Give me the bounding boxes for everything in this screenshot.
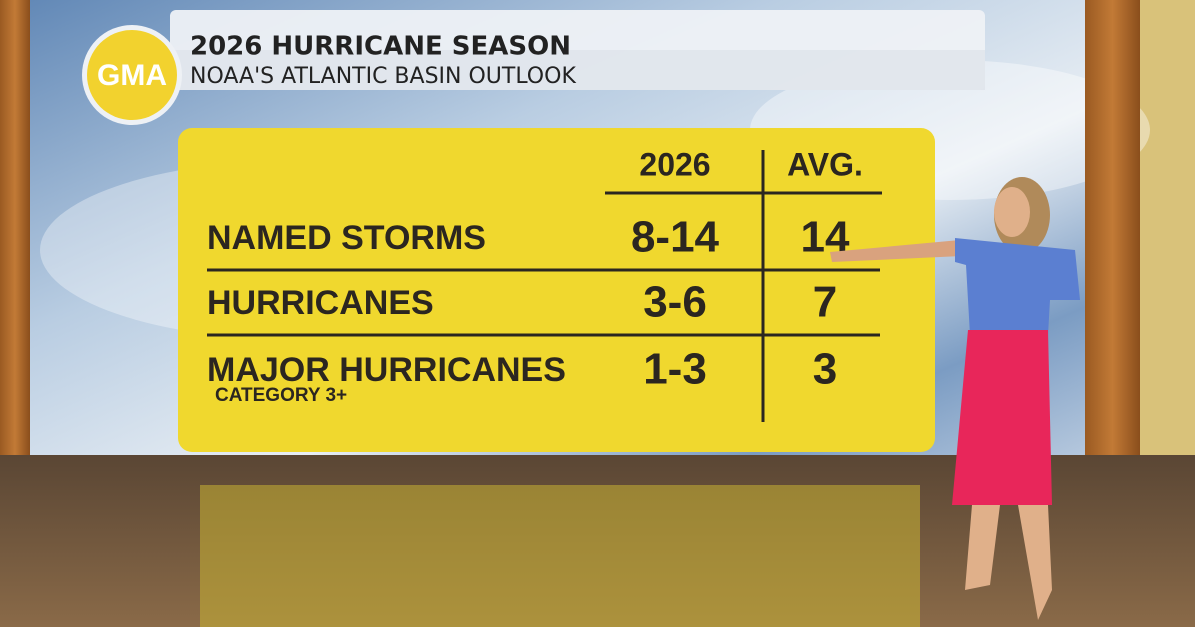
presenter	[830, 177, 1080, 620]
column-header: 2026	[639, 146, 710, 182]
logo-text: GMA	[97, 59, 167, 92]
row-label: HURRICANES	[207, 284, 434, 322]
row-label: MAJOR HURRICANES	[207, 351, 566, 389]
cell-value: 8-14	[631, 213, 720, 262]
row-note: CATEGORY 3+	[215, 385, 347, 406]
wood-pillar	[1085, 0, 1140, 500]
legs	[965, 505, 1052, 620]
face	[994, 187, 1030, 237]
top	[955, 238, 1080, 335]
logo	[87, 30, 177, 120]
shelves	[1140, 0, 1195, 480]
cell-value: 1-3	[643, 345, 707, 394]
column-header: AVG.	[787, 146, 863, 182]
cell-value: 3	[813, 345, 837, 394]
skirt	[952, 330, 1052, 505]
reflection	[200, 485, 920, 627]
arm	[830, 240, 962, 262]
table-panel	[178, 128, 935, 452]
title: 2026 HURRICANE SEASON	[190, 32, 571, 62]
wood-pillar	[0, 0, 30, 455]
row-label: NAMED STORMS	[207, 219, 486, 257]
subtitle: NOAA'S ATLANTIC BASIN OUTLOOK	[190, 64, 576, 89]
cell-value: 7	[813, 278, 837, 327]
header-band	[170, 50, 985, 90]
cell-value: 3-6	[643, 278, 707, 327]
